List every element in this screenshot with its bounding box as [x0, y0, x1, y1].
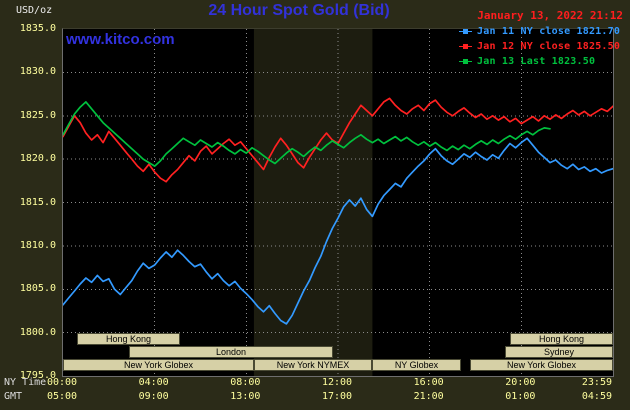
- x-axis-tick-label: 20:00: [505, 377, 536, 388]
- legend-item: Jan 12 NY close 1825.50: [459, 39, 620, 54]
- y-axis-tick-label: 1795.0: [19, 370, 56, 381]
- gmt-axis-label: GMT: [4, 391, 23, 402]
- series-line-jan-13: [63, 101, 551, 167]
- x-axis-gmt-row: GMT 05:00 09:00 13:00 17:00 21:00 01:00 04:59: [0, 391, 630, 403]
- ny-time-axis-label: NY Time: [4, 377, 47, 388]
- legend-line-marker-icon: [459, 42, 472, 51]
- x-axis-tick-label: 13:00: [230, 391, 261, 402]
- kitco-website-link[interactable]: www.kitco.com: [66, 31, 175, 48]
- x-axis-tick-label: 16:00: [413, 377, 444, 388]
- x-axis-tick-label: 01:00: [505, 391, 536, 402]
- session-bar-new-york-nymex: New York NYMEX: [254, 359, 372, 371]
- session-bar-hong-kong: Hong Kong: [510, 333, 613, 345]
- session-bar-ny-globex: NY Globex: [372, 359, 461, 371]
- x-axis-tick-label: 12:00: [321, 377, 353, 388]
- series-line-jan-11: [63, 137, 613, 325]
- legend-label: Jan 11 NY close 1821.70: [477, 26, 621, 37]
- session-bar-new-york-globex: New York Globex: [63, 359, 254, 371]
- x-axis-tick-label: 08:00: [230, 377, 261, 388]
- chart-title: 24 Hour Spot Gold (Bid): [208, 2, 390, 19]
- plot-area: Hong Kong Hong Kong London Sydney New York G…: [62, 28, 614, 377]
- y-axis-tick-label: 1800.0: [19, 326, 56, 338]
- x-axis-tick-label: 05:00: [46, 391, 78, 402]
- y-axis-tick-label: 1830.0: [19, 66, 56, 78]
- legend-line-marker-icon: [459, 57, 472, 66]
- price-lines-svg: [63, 29, 613, 376]
- x-axis-tick-label: 04:59: [581, 391, 612, 402]
- x-axis-tick-label: 00:00: [46, 377, 78, 388]
- session-bar-london: London: [129, 346, 333, 358]
- session-bar-hong-kong: Hong Kong: [77, 333, 180, 345]
- x-axis-ny-time-row: NY Time 00:00 04:00 08:00 12:00 16:00 20:00 23…: [0, 377, 630, 389]
- y-axis-tick-label: 1820.0: [19, 153, 56, 165]
- legend-label: Jan 13 Last 1823.50: [477, 56, 596, 67]
- legend-item: Jan 13 Last 1823.50: [459, 54, 620, 69]
- session-bar-new-york-globex: New York Globex: [470, 359, 613, 371]
- x-axis-tick-label: 23:59: [581, 377, 612, 388]
- y-axis-tick-label: 1805.0: [19, 283, 56, 295]
- session-bar-sydney: Sydney: [505, 346, 613, 358]
- y-axis-tick-label: 1810.0: [19, 239, 56, 251]
- x-axis-tick-label: 21:00: [413, 391, 444, 402]
- y-axis-tick-label: 1835.0: [19, 23, 56, 34]
- x-axis-tick-label: 09:00: [138, 391, 169, 402]
- legend-label: Jan 12 NY close 1825.50: [477, 41, 621, 52]
- legend: Jan 11 NY close 1821.70 Jan 12 NY close 1…: [459, 24, 620, 69]
- y-axis-tick-label: 1825.0: [19, 109, 56, 121]
- legend-item: Jan 11 NY close 1821.70: [459, 24, 620, 39]
- x-axis-tick-label: 17:00: [321, 391, 353, 402]
- y-axis-tick-label: 1815.0: [19, 196, 56, 208]
- chart-datetime: January 13, 2022 21:12: [477, 9, 623, 22]
- x-axis-tick-label: 04:00: [138, 377, 169, 388]
- legend-line-marker-icon: [459, 27, 472, 36]
- y-axis-units-label: USD/oz: [16, 5, 53, 16]
